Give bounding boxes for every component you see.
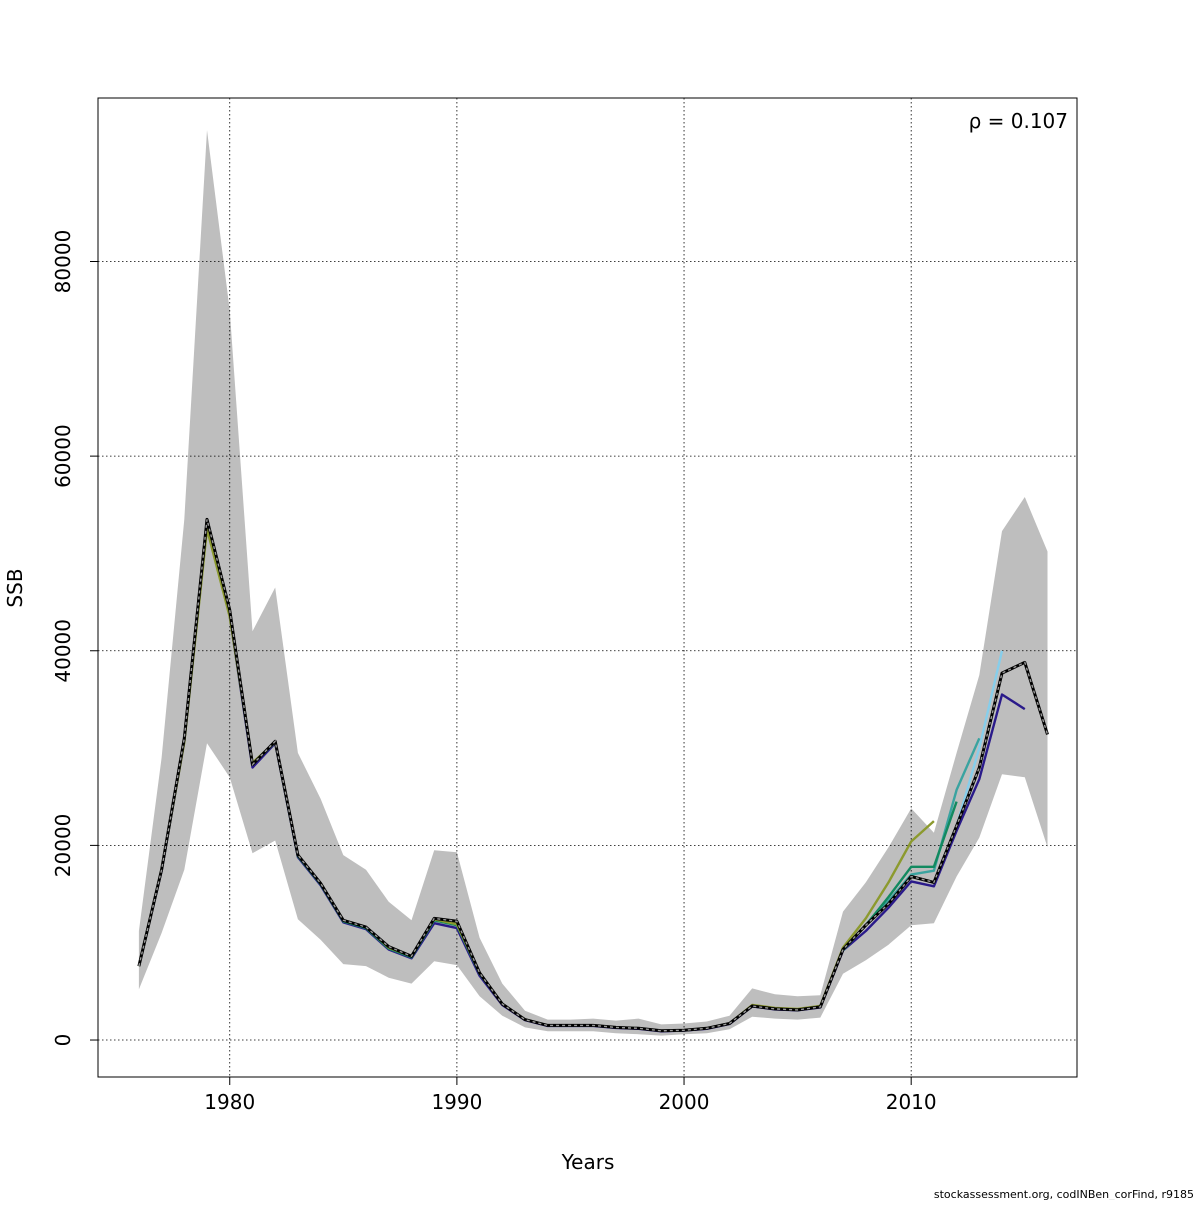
y-tick-label: 20000: [51, 814, 75, 878]
y-tick-label: 0: [51, 1034, 75, 1047]
y-tick-label: 60000: [51, 424, 75, 488]
y-tick-label: 40000: [51, 619, 75, 683]
rho-annotation: ρ = 0.107: [969, 109, 1068, 133]
y-axis-title: SSB: [3, 568, 27, 607]
series-line-final-dash: [138, 519, 1049, 1032]
x-tick-label: 2010: [886, 1090, 937, 1114]
y-tick-label: 80000: [51, 230, 75, 294]
x-tick-label: 1990: [431, 1090, 482, 1114]
series-layer: [137, 517, 1049, 1033]
axes-layer: 1980 1990 2000 2010 0 20000 40000 60000 80000: [51, 230, 937, 1114]
grid-layer: [98, 98, 1077, 1077]
series-line-1: [955, 650, 1004, 827]
x-tick-label: 1980: [204, 1090, 255, 1114]
plot-frame: [97, 97, 1078, 1078]
footer-credit: stockassessment.org, codINBen_corFind, r…: [934, 1188, 1194, 1200]
x-axis-title: Years: [561, 1150, 615, 1174]
x-tick-label: 2000: [659, 1090, 710, 1114]
